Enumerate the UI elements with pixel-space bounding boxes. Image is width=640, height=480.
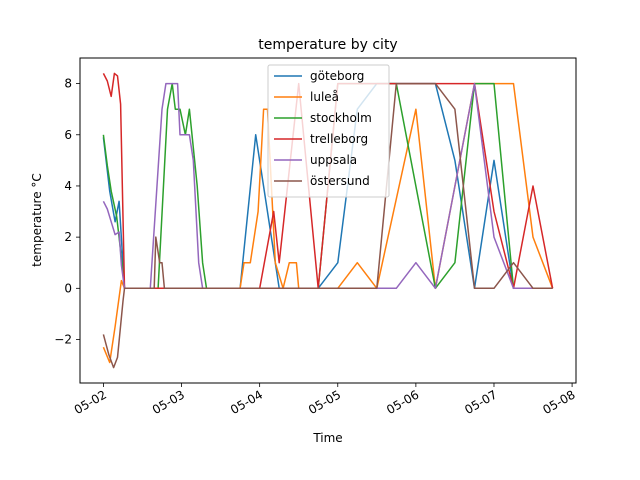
legend-label: uppsala	[310, 153, 357, 167]
series-line-5	[102, 82, 553, 369]
plot-area	[102, 72, 554, 369]
x-tick-label: 05-04	[228, 387, 265, 417]
x-axis: 05-02 05-03 05-04 05-05 05-06 05-07 05-08	[72, 383, 578, 417]
x-tick-label: 05-06	[384, 387, 421, 417]
x-axis-title: Time	[312, 431, 342, 445]
y-axis-title: temperature °C	[30, 173, 44, 267]
y-tick-label: 4	[64, 179, 72, 193]
legend-label: luleå	[310, 90, 339, 104]
legend-label: göteborg	[310, 69, 364, 83]
legend: göteborg luleå stockholm trelleborg uppsala ö…	[267, 64, 390, 198]
y-tick-label: 8	[64, 77, 72, 91]
x-tick-label: 05-08	[540, 387, 577, 417]
y-tick-label: 0	[64, 281, 72, 295]
chart-title: temperature by city	[258, 37, 397, 53]
y-axis: −2 0 2 4 6 8	[54, 77, 80, 346]
legend-box	[267, 64, 390, 198]
x-tick-label: 05-07	[462, 387, 499, 417]
y-tick-label: 2	[64, 230, 72, 244]
y-tick-label: 6	[64, 128, 72, 142]
series-line-4	[102, 82, 553, 290]
legend-label: östersund	[310, 174, 370, 188]
x-tick-label: 05-02	[72, 387, 109, 417]
plot-frame	[79, 57, 577, 384]
legend-label: trelleborg	[310, 132, 368, 146]
legend-label: stockholm	[310, 111, 372, 125]
y-tick-label: −2	[54, 332, 72, 346]
x-tick-label: 05-03	[150, 387, 187, 417]
x-tick-label: 05-05	[306, 387, 343, 417]
series-line-0	[102, 82, 553, 290]
